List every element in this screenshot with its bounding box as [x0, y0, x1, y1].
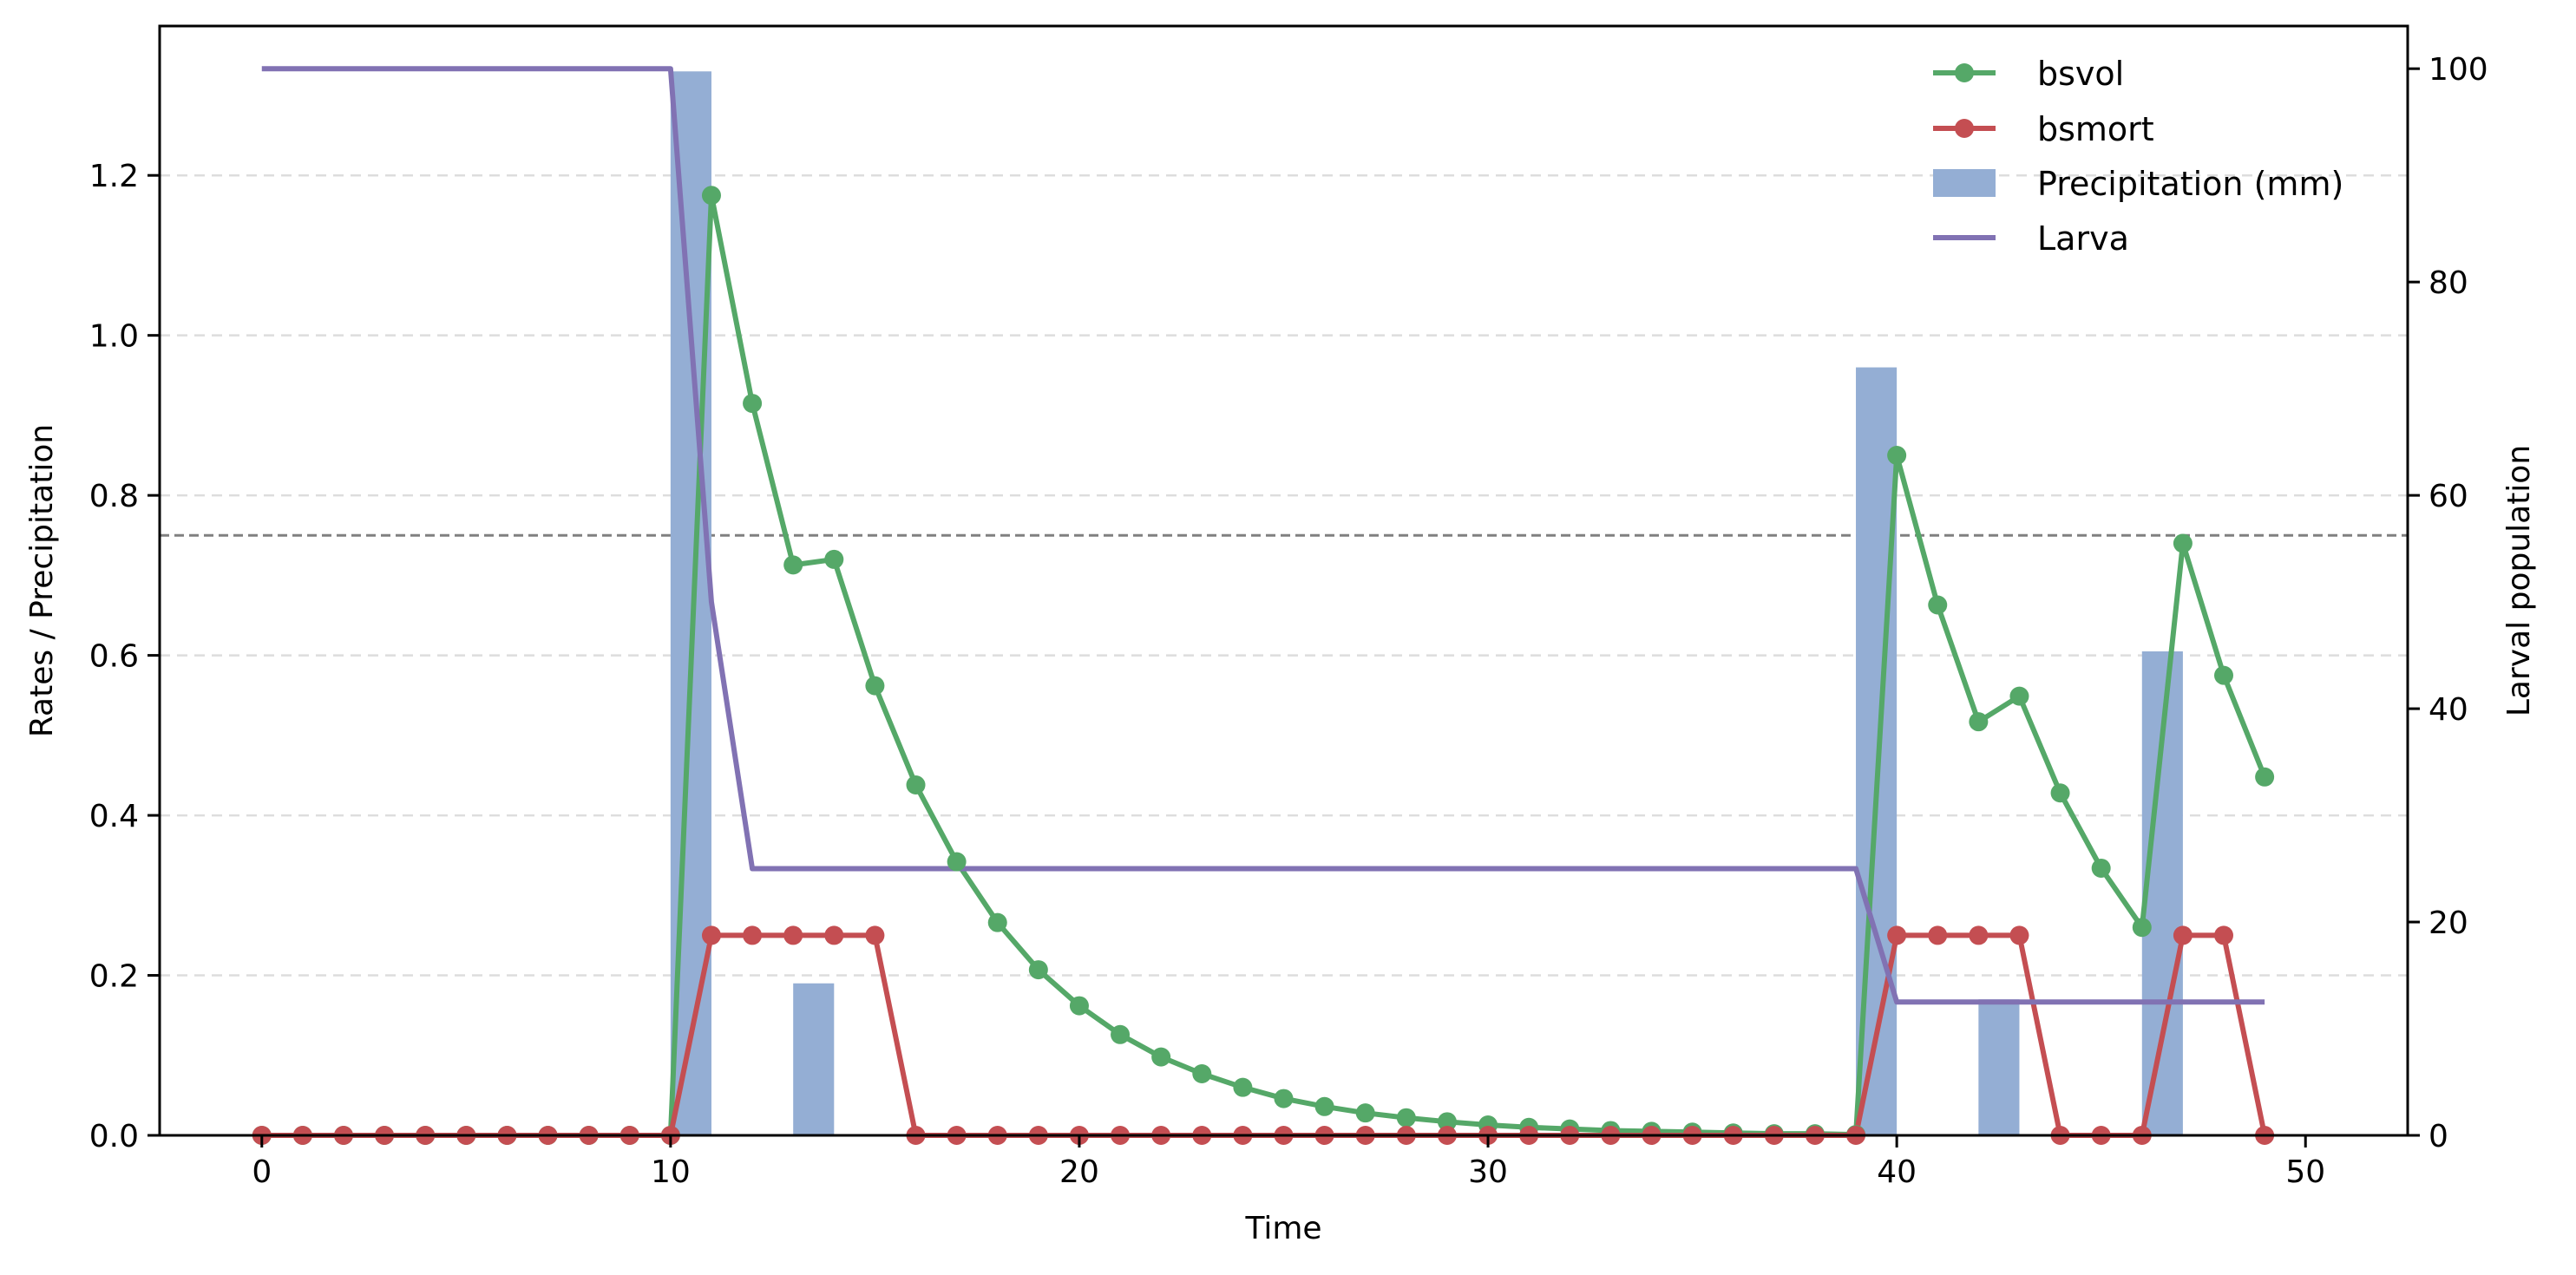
data-point-bsvol: [1111, 1024, 1131, 1044]
data-point-bsmort: [701, 925, 721, 945]
data-point-bsmort: [743, 925, 763, 945]
data-point-bsmort: [865, 925, 885, 945]
data-point-bsvol: [1274, 1089, 1294, 1108]
data-point-bsmort: [2009, 925, 2029, 945]
x-tick-label: 20: [1059, 1154, 1099, 1190]
series-line-larva: [261, 66, 2265, 1005]
y-tick-label: 0.2: [89, 959, 139, 995]
x-tick-label: 50: [2285, 1154, 2325, 1190]
data-point-bsvol: [1151, 1047, 1171, 1067]
y-tick-label: 0.0: [89, 1119, 139, 1154]
legend-item-bsvol: bsvol: [1933, 55, 2124, 93]
data-point-bsvol: [947, 852, 967, 872]
grid-lines: [160, 173, 2408, 977]
axis-ticks: 0 10 20 30 40 50 0.0 0.2 0.4 0.6 0.8 1.0 1.2 0 20 40 60 8…: [89, 52, 2488, 1190]
legend-item-bsmort: bsmort: [1933, 110, 2154, 148]
data-point-bsvol: [2173, 533, 2193, 553]
x-tick-label: 10: [651, 1154, 691, 1190]
data-point-bsvol: [2091, 858, 2111, 878]
data-point-bsmort: [783, 925, 803, 945]
data-point-bsmort: [2173, 925, 2193, 945]
data-point-bsvol: [783, 555, 803, 575]
legend-marker-bsmort: [1955, 119, 1974, 138]
data-point-bsvol: [1069, 996, 1089, 1016]
data-point-bsvol: [743, 394, 763, 414]
legend-label-bsmort: bsmort: [2037, 110, 2154, 148]
data-point-bsvol: [987, 912, 1007, 932]
data-point-bsvol: [2009, 686, 2029, 706]
data-point-bsvol: [2255, 767, 2275, 787]
legend-swatch-precipitation: [1933, 169, 1996, 197]
x-tick-label: 40: [1877, 1154, 1917, 1190]
legend-marker-bsvol: [1955, 63, 1974, 82]
data-point-bsvol: [2132, 918, 2152, 938]
data-point-bsvol: [701, 186, 721, 206]
data-point-bsmort: [1887, 925, 1907, 945]
legend-label-larva: Larva: [2037, 219, 2129, 258]
data-point-bsvol: [2214, 665, 2234, 685]
y2-tick-label: 20: [2429, 906, 2468, 941]
data-point-bsmort: [1928, 925, 1948, 945]
legend-label-precipitation: Precipitation (mm): [2037, 165, 2343, 203]
y-tick-label: 0.6: [89, 639, 139, 675]
y-axis-label: Rates / Precipitation: [24, 424, 60, 737]
precipitation-bar: [793, 983, 835, 1135]
legend-item-precipitation: Precipitation (mm): [1933, 165, 2343, 203]
data-point-bsvol: [865, 676, 885, 696]
y2-tick-label: 60: [2429, 479, 2468, 514]
y2-tick-label: 100: [2429, 52, 2488, 88]
data-point-bsvol: [1437, 1112, 1457, 1132]
plot-frame: [158, 24, 2409, 1137]
data-point-bsmort: [2214, 925, 2234, 945]
x-tick-label: 30: [1468, 1154, 1508, 1190]
data-point-bsvol: [824, 549, 844, 569]
y2-axis-label: Larval population: [2501, 445, 2537, 716]
data-point-bsvol: [1887, 446, 1907, 466]
data-point-bsvol: [2050, 783, 2070, 803]
y-tick-label: 0.8: [89, 479, 139, 514]
y2-tick-label: 40: [2429, 692, 2468, 728]
x-axis-label: Time: [1244, 1211, 1321, 1246]
y2-tick-label: 80: [2429, 265, 2468, 301]
data-point-bsmort: [1969, 925, 1989, 945]
data-point-bsvol: [1355, 1103, 1375, 1123]
data-point-bsvol: [1028, 960, 1048, 980]
y-tick-label: 1.2: [89, 159, 139, 194]
data-point-bsvol: [1233, 1077, 1253, 1097]
legend-item-larva: Larva: [1933, 219, 2129, 258]
precipitation-bars: [670, 71, 2183, 1136]
precipitation-bar: [1978, 999, 2020, 1135]
data-point-bsvol: [1928, 595, 1948, 615]
data-point-bsvol: [1192, 1063, 1212, 1083]
data-point-bsvol: [1314, 1096, 1334, 1116]
data-point-bsvol: [1969, 712, 1989, 732]
data-point-bsmort: [824, 925, 844, 945]
data-point-bsvol: [1396, 1108, 1416, 1128]
series-line-bsmort: [261, 932, 2268, 1138]
y2-tick-label: 0: [2429, 1119, 2448, 1154]
data-point-bsvol: [906, 775, 926, 795]
legend-label-bsvol: bsvol: [2037, 55, 2124, 93]
y-tick-label: 0.4: [89, 799, 139, 834]
x-tick-label: 0: [252, 1154, 272, 1190]
legend: bsvol bsmort Precipitation (mm) Larva: [1933, 55, 2343, 258]
y-tick-label: 1.0: [89, 319, 139, 355]
